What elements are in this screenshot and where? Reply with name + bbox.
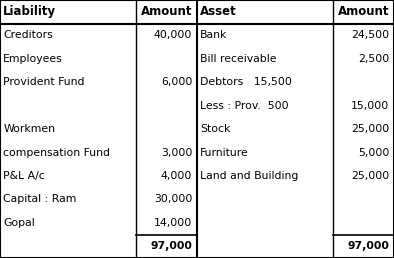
Text: Capital : Ram: Capital : Ram <box>3 195 76 204</box>
Text: Furniture: Furniture <box>200 148 249 158</box>
Text: Less : Prov.  500: Less : Prov. 500 <box>200 101 289 111</box>
Text: Liability: Liability <box>3 5 56 18</box>
Text: 25,000: 25,000 <box>351 171 389 181</box>
Text: 25,000: 25,000 <box>351 124 389 134</box>
Text: 97,000: 97,000 <box>348 241 389 251</box>
Text: Land and Building: Land and Building <box>200 171 299 181</box>
Text: Provident Fund: Provident Fund <box>3 77 85 87</box>
Text: Employees: Employees <box>3 54 63 64</box>
Text: Bill receivable: Bill receivable <box>200 54 277 64</box>
Text: 15,000: 15,000 <box>351 101 389 111</box>
Text: 40,000: 40,000 <box>154 30 192 41</box>
Text: 24,500: 24,500 <box>351 30 389 41</box>
Text: 97,000: 97,000 <box>151 241 192 251</box>
Text: Bank: Bank <box>200 30 227 41</box>
Text: P&L A/c: P&L A/c <box>3 171 45 181</box>
Text: Asset: Asset <box>200 5 237 18</box>
Text: 3,000: 3,000 <box>161 148 192 158</box>
Text: 6,000: 6,000 <box>161 77 192 87</box>
Text: Workmen: Workmen <box>3 124 55 134</box>
Text: 14,000: 14,000 <box>154 218 192 228</box>
Text: 30,000: 30,000 <box>154 195 192 204</box>
Text: Amount: Amount <box>338 5 389 18</box>
Text: compensation Fund: compensation Fund <box>3 148 110 158</box>
Text: Debtors   15,500: Debtors 15,500 <box>200 77 292 87</box>
Text: Amount: Amount <box>141 5 192 18</box>
Text: Gopal: Gopal <box>3 218 35 228</box>
Text: 5,000: 5,000 <box>358 148 389 158</box>
Text: Stock: Stock <box>200 124 230 134</box>
Text: Creditors: Creditors <box>3 30 53 41</box>
Text: 4,000: 4,000 <box>161 171 192 181</box>
Text: 2,500: 2,500 <box>358 54 389 64</box>
